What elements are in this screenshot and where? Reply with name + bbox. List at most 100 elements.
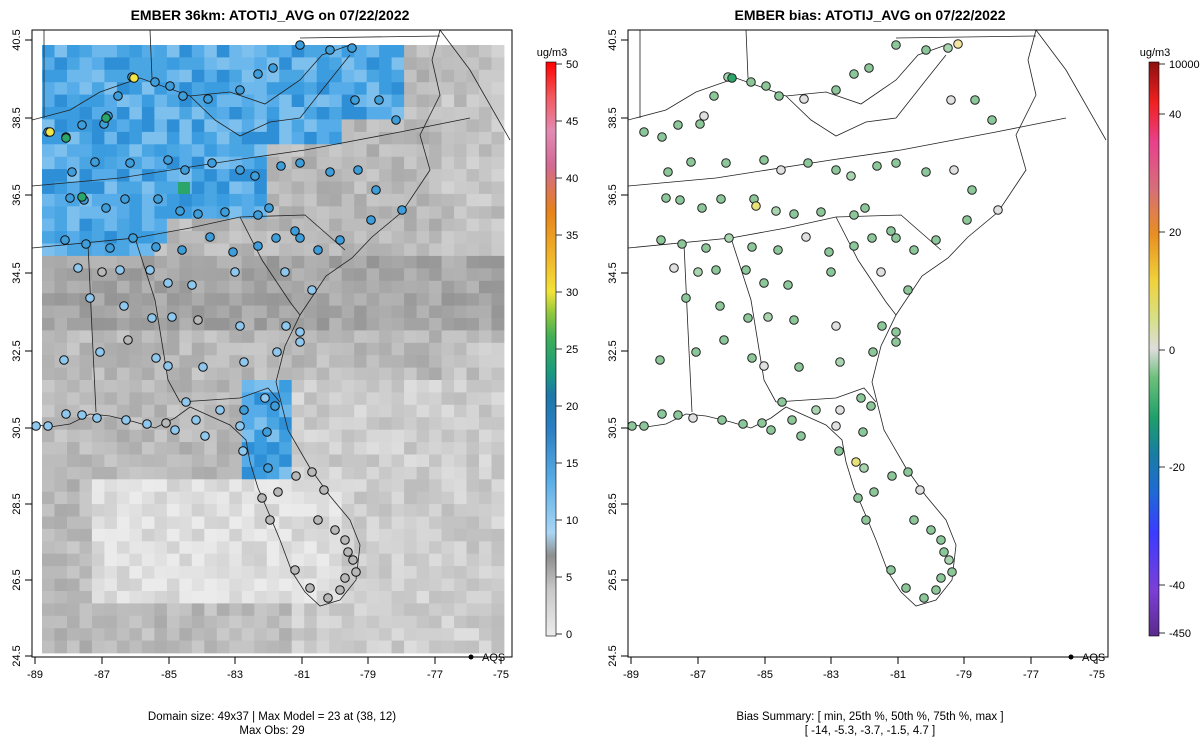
model-grid-cell (54, 119, 68, 133)
observation-point (257, 493, 267, 503)
model-grid-cell (279, 380, 293, 393)
model-grid-cell (204, 144, 218, 158)
bias-point (789, 209, 799, 219)
model-grid-cell (454, 131, 467, 145)
model-grid-cell (104, 169, 118, 182)
model-grid-cell (354, 193, 368, 207)
model-grid-cell (316, 268, 330, 282)
model-grid-cell (491, 528, 505, 542)
bias-point (701, 243, 711, 253)
model-grid-cell (191, 255, 205, 269)
model-grid-cell (466, 255, 480, 269)
model-grid-cell (229, 305, 243, 319)
model-grid-cell (129, 318, 143, 331)
model-grid-cell (466, 516, 480, 530)
model-grid-cell (466, 206, 480, 220)
model-grid-cell (316, 578, 330, 592)
model-grid-cell (441, 318, 455, 331)
model-grid-cell (54, 144, 68, 158)
model-grid-cell (79, 144, 93, 158)
observation-point (330, 525, 340, 535)
model-grid-cell (79, 94, 93, 108)
model-grid-cell (329, 218, 343, 232)
observation-point (239, 405, 249, 415)
model-grid-cell (54, 293, 68, 306)
model-grid-cell (216, 181, 230, 195)
model-grid-cell (441, 243, 455, 257)
model-grid-cell (366, 193, 380, 207)
model-grid-cell (366, 516, 380, 530)
model-grid-cell (67, 541, 80, 555)
model-grid-cell (291, 553, 305, 567)
model-axes: -89 -87 -85 -83 -81 -79 -77 -7524.526.528.530.5… (11, 29, 509, 681)
model-grid-cell (266, 615, 280, 629)
model-grid-cell (379, 541, 392, 555)
model-grid-cell (329, 466, 343, 480)
model-grid-cell (329, 268, 343, 282)
model-grid-cell (116, 107, 130, 120)
model-grid-cell (216, 491, 230, 505)
model-grid-cell (466, 293, 480, 306)
model-grid-cell (491, 206, 505, 220)
model-grid-cell (91, 479, 105, 493)
bias-point (903, 285, 913, 295)
model-grid-cell (366, 528, 380, 542)
model-grid-cell (229, 280, 243, 294)
model-grid-cell (54, 156, 68, 170)
bias-point (773, 245, 783, 255)
bias-point (719, 335, 729, 345)
model-grid-cell (54, 603, 68, 617)
model-grid-cell (454, 591, 467, 604)
aqs-legend-label: AQS (1082, 652, 1105, 664)
model-grid-cell (116, 454, 130, 468)
bias-point (926, 525, 936, 535)
model-grid-cell (379, 640, 392, 654)
state-boundary (32, 44, 351, 121)
model-grid-cell (491, 156, 505, 170)
model-grid-cell (229, 578, 243, 592)
bias-point (738, 419, 748, 429)
model-grid-cell (216, 380, 230, 393)
model-grid-cell (116, 603, 130, 617)
model-grid-cell (104, 392, 118, 406)
model-grid-cell (191, 268, 205, 282)
state-boundary (149, 30, 153, 79)
model-grid-cell (141, 479, 155, 493)
model-grid-cell (254, 218, 268, 232)
model-grid-cell (266, 293, 280, 306)
model-grid-cell (67, 516, 80, 530)
model-grid-cell (79, 107, 93, 120)
model-grid-cell (404, 94, 417, 108)
model-grid-cell (391, 69, 405, 83)
model-grid-cell (379, 57, 392, 71)
model-grid-cell (154, 442, 168, 455)
observation-point (264, 203, 274, 213)
model-grid-cell (141, 628, 155, 641)
model-grid-cell (104, 640, 118, 654)
model-grid-cell (191, 144, 205, 158)
model-grid-cell (491, 119, 505, 133)
bias-point (776, 165, 786, 175)
model-grid-cell (404, 615, 417, 629)
model-grid-cell (404, 442, 417, 455)
model-grid-cell (91, 45, 105, 58)
bias-point (794, 362, 804, 372)
bias-point (877, 321, 887, 331)
model-grid-cell (341, 628, 355, 641)
model-grid-cell (491, 578, 505, 592)
model-grid-cell (479, 429, 492, 443)
model-grid-cell (241, 516, 255, 530)
model-grid-cell (42, 628, 55, 641)
observation-point (253, 241, 263, 251)
bias-point (993, 205, 1003, 215)
y-tick-label: 36.5 (607, 184, 619, 205)
model-grid-cell (191, 392, 205, 406)
model-grid-cell (191, 591, 205, 604)
model-grid-cell (154, 293, 168, 306)
model-grid-cell (229, 107, 243, 120)
model-grid-cell (366, 318, 380, 331)
bias-point (869, 487, 879, 497)
model-grid-cell (179, 342, 193, 356)
model-grid-cell (479, 94, 492, 108)
model-grid-cell (329, 553, 343, 567)
